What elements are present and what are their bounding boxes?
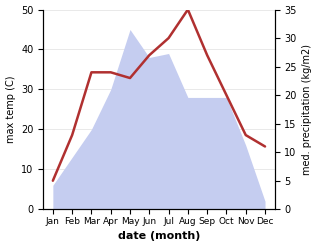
Y-axis label: med. precipitation (kg/m2): med. precipitation (kg/m2) <box>302 44 313 175</box>
X-axis label: date (month): date (month) <box>118 231 200 242</box>
Y-axis label: max temp (C): max temp (C) <box>5 76 16 143</box>
